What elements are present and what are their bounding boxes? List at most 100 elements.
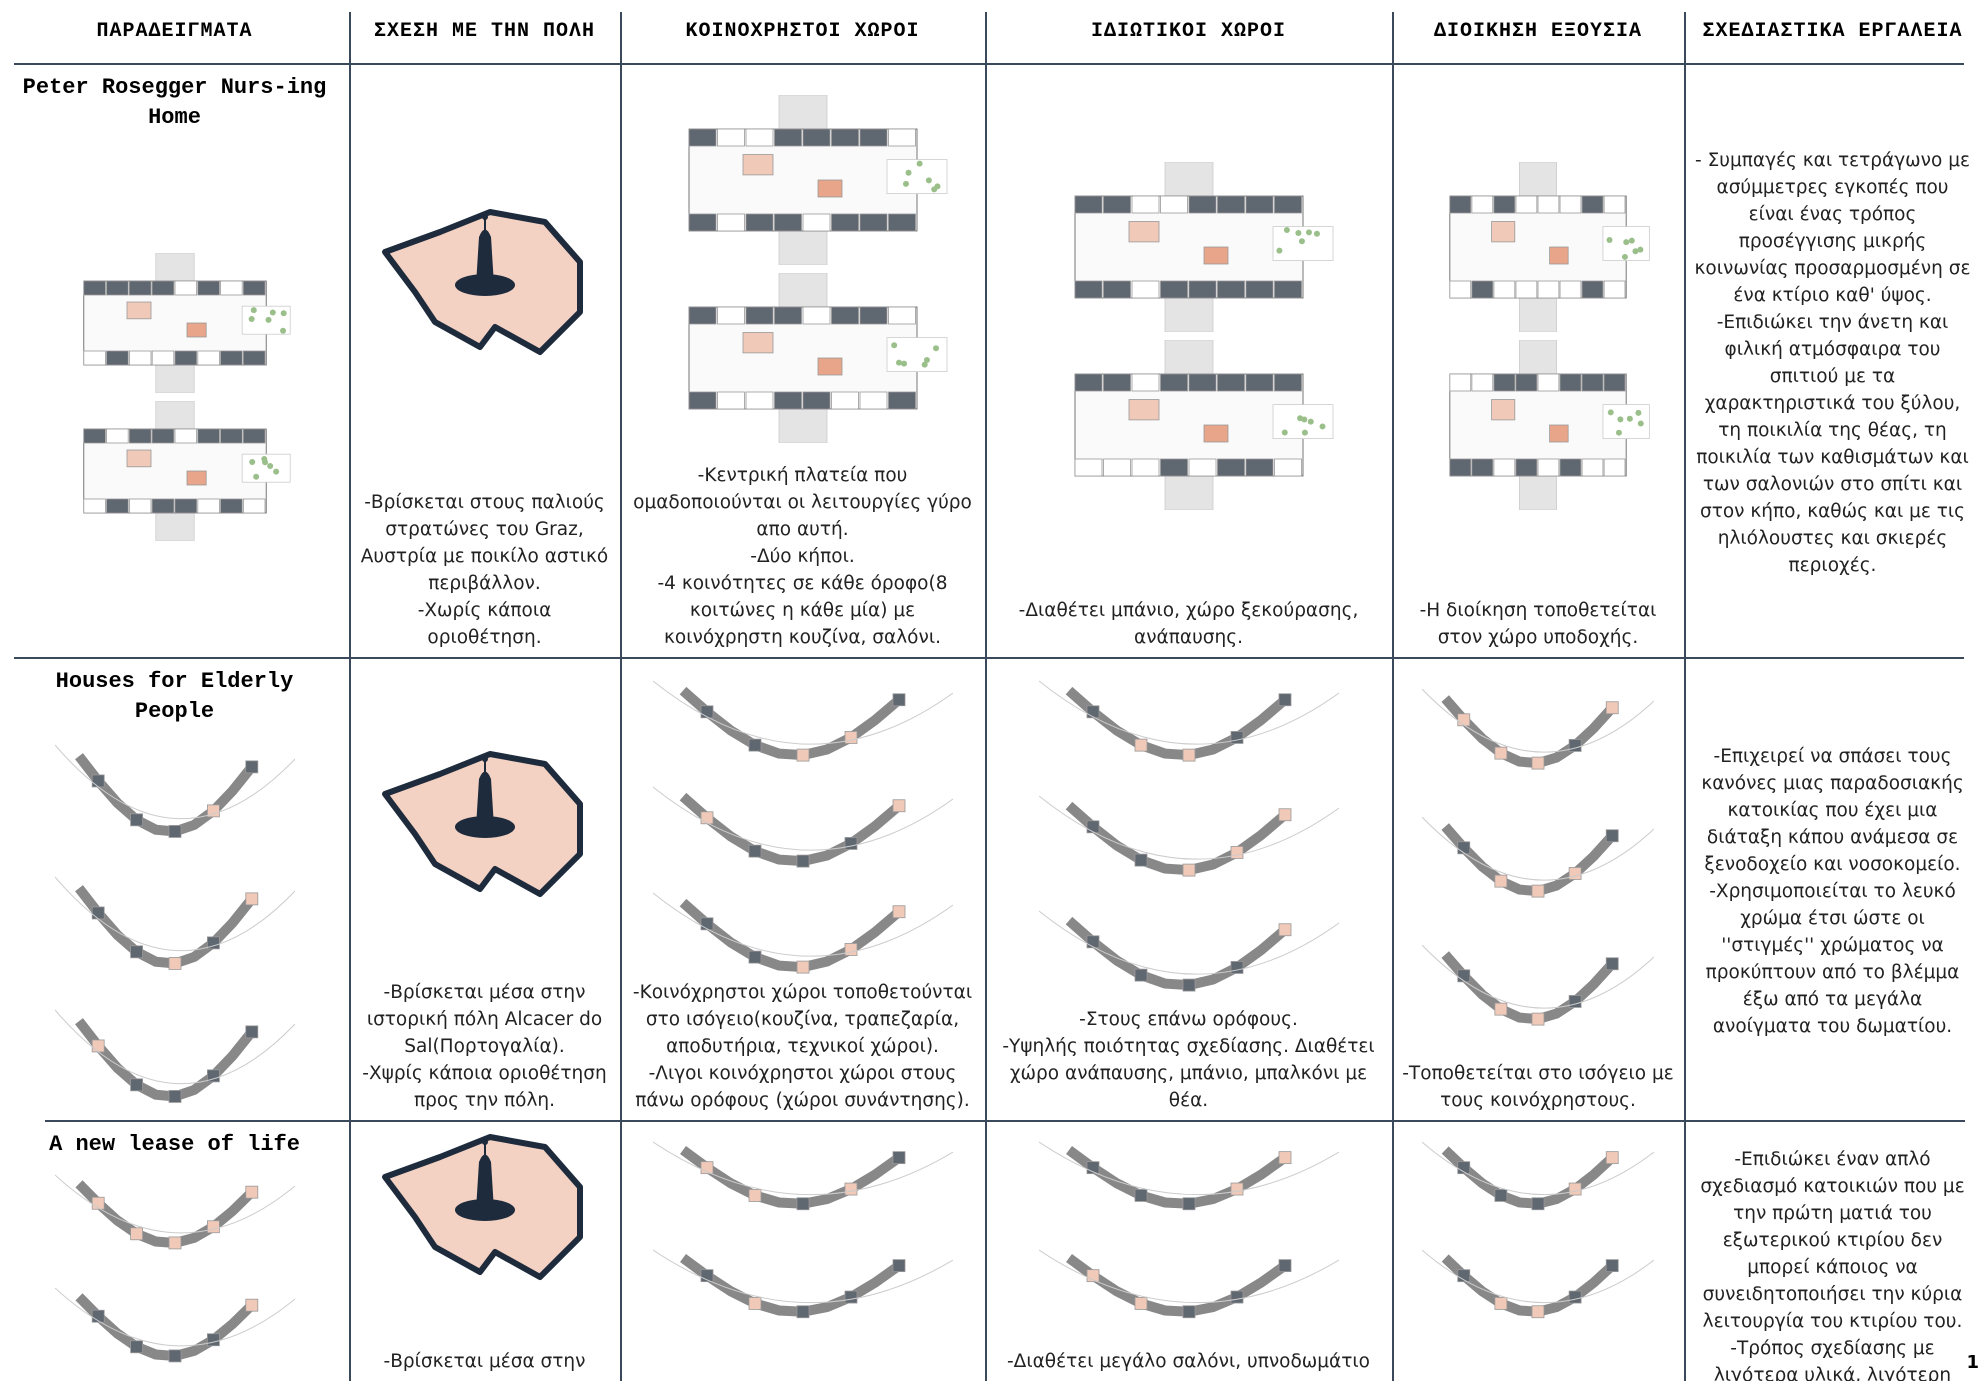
city-relation-icon bbox=[381, 209, 583, 355]
tools-text: -Επιδιώκει έναν απλό σχεδιασμό κατοικιών… bbox=[1684, 1146, 1981, 1381]
admin-paragraph: -Τοποθετείται στο ισόγειο με τους κοινόχ… bbox=[1402, 1063, 1674, 1111]
floor-plan bbox=[1038, 795, 1339, 877]
floor-plan bbox=[688, 272, 947, 443]
plans bbox=[1392, 1132, 1684, 1340]
communal-cell: -Κοινόχρηστοι χώροι τοποθετούνται στο ισ… bbox=[620, 657, 985, 1120]
page-number: 1 bbox=[1966, 1352, 1979, 1373]
city-paragraph: -Βρίσκεται μέσα στην bbox=[383, 1351, 586, 1372]
communal-text: -Κοινόχρηστοι χώροι τοποθετούνται στο ισ… bbox=[620, 979, 985, 1114]
floor-plan bbox=[1038, 1141, 1339, 1211]
example-cell: Peter Rosegger Nurs-ing Home bbox=[0, 63, 349, 657]
floor-plan bbox=[82, 253, 291, 393]
tools-paragraph: -Επιχειρεί να σπάσει τους κανόνες μιας π… bbox=[1701, 746, 1964, 875]
private-cell: -Διαθέτει μεγάλο σαλόνι, υπνοδωμάτιο bbox=[985, 1120, 1392, 1381]
plans bbox=[349, 1132, 620, 1282]
city-paragraph: -Χψρίς κάποια οριοθέτηση προς την πόλη. bbox=[362, 1063, 607, 1111]
admin-cell: -Η διοίκηση τοποθετείται στον χώρο υποδο… bbox=[1392, 63, 1684, 657]
example-title: A new lease of life bbox=[49, 1132, 300, 1157]
column-rule bbox=[620, 12, 622, 1381]
admin-paragraph: -Η διοίκηση τοποθετείται στον χώρο υποδο… bbox=[1419, 600, 1657, 648]
plans bbox=[985, 75, 1392, 597]
floor-plan bbox=[1422, 944, 1654, 1026]
tools-paragraph: -Χρησιμοποιείται το λευκό χρώμα έτσι ώστ… bbox=[1705, 881, 1960, 1037]
plans bbox=[1392, 75, 1684, 597]
floor-plan bbox=[1074, 340, 1333, 510]
floor-plan bbox=[652, 1141, 953, 1211]
city-paragraph: -Βρίσκεται στους παλιούς στρατώνες του G… bbox=[360, 492, 609, 594]
city-paragraph: -Χωρίς κάποια οριοθέτηση. bbox=[417, 600, 552, 648]
plans bbox=[985, 1132, 1392, 1340]
example-title: Peter Rosegger Nurs-ing Home bbox=[22, 75, 327, 130]
private-paragraph: -Διαθέτει μεγάλο σαλόνι, υπνοδωμάτιο bbox=[1007, 1351, 1370, 1372]
plans bbox=[349, 669, 620, 979]
city-cell: -Βρίσκεται μέσα στην bbox=[349, 1120, 620, 1381]
city-cell: -Βρίσκεται μέσα στην ιστορική πόλη Alcac… bbox=[349, 657, 620, 1120]
communal-paragraph: -4 κοινότητες σε κάθε όροφο(8 κοιτώνες η… bbox=[657, 573, 948, 648]
plans bbox=[620, 1132, 985, 1340]
row-rule bbox=[14, 657, 1964, 659]
row-rule bbox=[45, 1120, 1965, 1122]
header-cell: ΠΑΡΑΔΕΙΓΜΑΤΑ bbox=[96, 19, 253, 43]
header-cell: ΔΙΟΙΚΗΣΗ ΕΞΟΥΣΙΑ bbox=[1433, 19, 1643, 43]
header-cell: ΙΔΙΩΤΙΚΟΙ ΧΩΡΟΙ bbox=[1090, 19, 1287, 43]
floor-plan bbox=[82, 401, 291, 541]
city-paragraph: -Βρίσκεται μέσα στην ιστορική πόλη Alcac… bbox=[366, 982, 603, 1057]
admin-cell: -Τοποθετείται στο ισόγειο με τους κοινόχ… bbox=[1392, 657, 1684, 1120]
private-paragraph: -Στους επάνω ορόφους. bbox=[1079, 1009, 1298, 1030]
private-text: -Διαθέτει μεγάλο σαλόνι, υπνοδωμάτιο bbox=[997, 1348, 1380, 1375]
admin-cell bbox=[1392, 1120, 1684, 1381]
floor-plan bbox=[688, 94, 947, 265]
floor-plan bbox=[1422, 1249, 1654, 1319]
tools-paragraph: - Συμπαγές και τετράγωνο με ασύμμετρες ε… bbox=[1694, 150, 1971, 306]
private-cell: -Διαθέτει μπάνιο, χώρο ξεκούρασης, ανάπα… bbox=[985, 63, 1392, 657]
tools-cell: -Επιχειρεί να σπάσει τους κανόνες μιας π… bbox=[1684, 657, 1981, 1120]
floor-plan bbox=[54, 877, 295, 971]
floor-plan bbox=[1038, 680, 1339, 762]
floor-plan bbox=[1449, 162, 1650, 332]
tools-cell: -Επιδιώκει έναν απλό σχεδιασμό κατοικιών… bbox=[1684, 1120, 1981, 1381]
example-cell: A new lease of life bbox=[0, 1120, 349, 1381]
floor-plan bbox=[1449, 340, 1650, 510]
private-text: -Διαθέτει μπάνιο, χώρο ξεκούρασης, ανάπα… bbox=[985, 597, 1392, 651]
communal-paragraph: -Κεντρική πλατεία που ομαδοποιούνται οι … bbox=[633, 465, 972, 540]
plans bbox=[985, 669, 1392, 1006]
city-text: -Βρίσκεται στους παλιούς στρατώνες του G… bbox=[349, 489, 620, 651]
communal-paragraph: -Κοινόχρηστοι χώροι τοποθετούνται στο ισ… bbox=[632, 982, 973, 1057]
floor-plan bbox=[652, 892, 953, 974]
communal-paragraph: -Λιγοι κοινόχρηστοι χώροι στους πάνω ορό… bbox=[635, 1063, 970, 1111]
communal-cell: -Κεντρική πλατεία που ομαδοποιούνται οι … bbox=[620, 63, 985, 657]
private-paragraph: -Υψηλής ποιότητας σχεδίασης. Διαθέτει χώ… bbox=[1002, 1036, 1375, 1111]
example-cell: Houses for Elderly People bbox=[0, 657, 349, 1120]
tools-text: - Συμπαγές και τετράγωνο με ασύμμετρες ε… bbox=[1684, 147, 1981, 579]
communal-cell bbox=[620, 1120, 985, 1381]
plans bbox=[1392, 669, 1684, 1060]
header-cell: ΣΧΕΣΗ ΜΕ ΤΗΝ ΠΟΛΗ bbox=[373, 19, 596, 43]
example-title: Houses for Elderly People bbox=[55, 669, 294, 724]
private-text: -Στους επάνω ορόφους. -Υψηλής ποιότητας σ… bbox=[985, 1006, 1392, 1114]
floor-plan bbox=[1422, 1141, 1654, 1211]
tools-paragraph: -Επιδιώκει την άνετη και φιλική ατμόσφαι… bbox=[1696, 312, 1969, 576]
city-relation-icon bbox=[381, 751, 583, 897]
floor-plan bbox=[1074, 162, 1333, 332]
floor-plan bbox=[652, 680, 953, 762]
tools-paragraph: -Τρόπος σχεδίασης με λιγότερα υλικά, λιγ… bbox=[1713, 1338, 1952, 1381]
communal-paragraph: -Δύο κήποι. bbox=[750, 546, 855, 567]
tools-paragraph: -Επιδιώκει έναν απλό σχεδιασμό κατοικιών… bbox=[1700, 1149, 1965, 1332]
column-rule bbox=[985, 12, 987, 1381]
floor-plan bbox=[652, 786, 953, 868]
plans bbox=[620, 75, 985, 462]
header-cell: ΣΧΕΔΙΑΣΤΙΚΑ ΕΡΓΑΛΕΙΑ bbox=[1702, 19, 1963, 43]
floor-plan bbox=[54, 1174, 295, 1250]
floor-plan bbox=[652, 1249, 953, 1319]
city-text: -Βρίσκεται μέσα στην bbox=[374, 1348, 596, 1375]
private-paragraph: -Διαθέτει μπάνιο, χώρο ξεκούρασης, ανάπα… bbox=[1018, 600, 1359, 648]
plans bbox=[620, 669, 985, 979]
plans bbox=[0, 137, 349, 657]
floor-plan bbox=[1422, 688, 1654, 770]
header-cell: ΚΟΙΝΟΧΡΗΣΤΟΙ ΧΩΡΟΙ bbox=[685, 19, 920, 43]
admin-text: -Τοποθετείται στο ισόγειο με τους κοινόχ… bbox=[1392, 1060, 1684, 1114]
column-rule bbox=[1684, 12, 1686, 1381]
city-relation-icon bbox=[381, 1134, 583, 1280]
row-rule bbox=[14, 63, 1964, 65]
